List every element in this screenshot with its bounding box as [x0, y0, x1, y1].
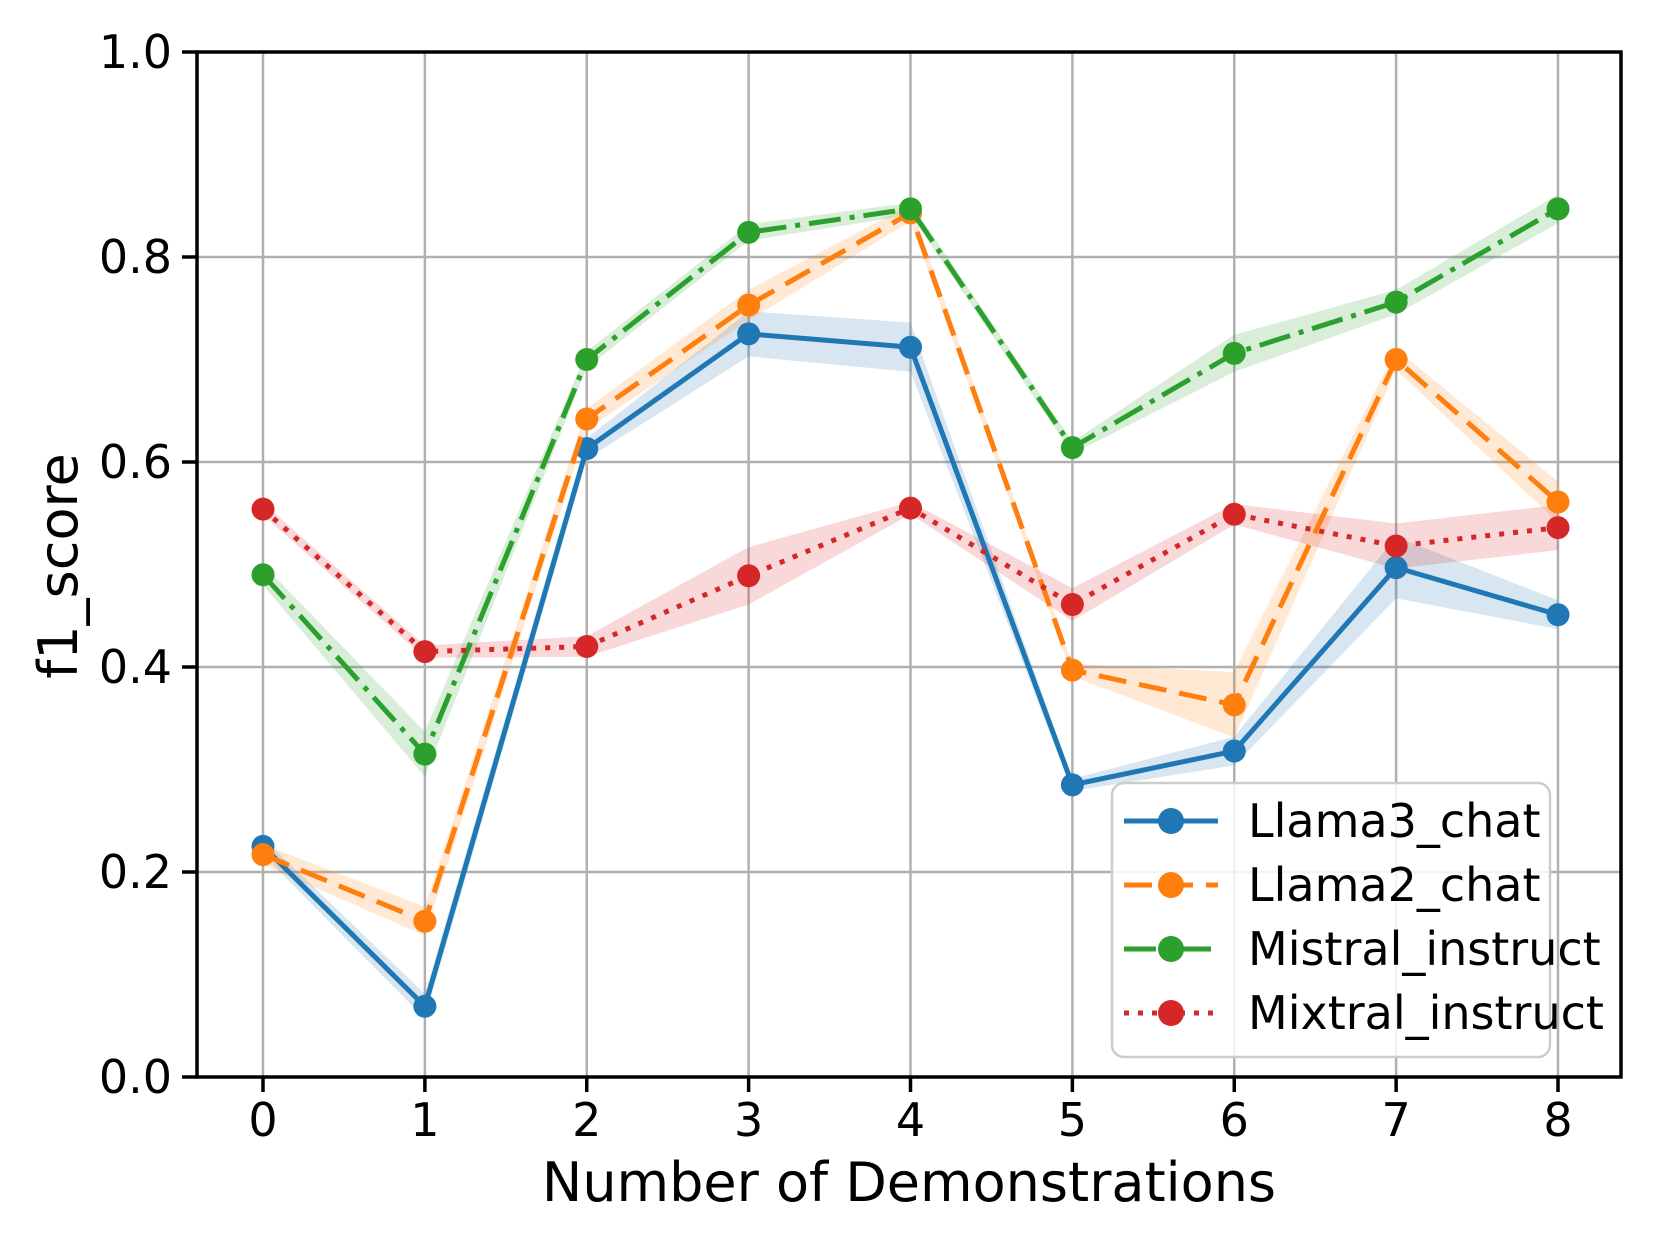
legend-label: Llama3_chat — [1248, 794, 1541, 848]
x-tick-label: 5 — [1058, 1093, 1087, 1147]
x-tick-label: 3 — [734, 1093, 763, 1147]
marker-Llama2_chat-x7 — [1384, 348, 1408, 371]
x-tick-label: 0 — [248, 1093, 277, 1147]
y-tick-label: 0.6 — [99, 435, 172, 489]
marker-Mistral_instruct-x0 — [251, 563, 275, 587]
marker-Mixtral_instruct-x0 — [251, 497, 275, 521]
marker-Llama3_chat-x4 — [899, 335, 922, 359]
legend-marker — [1158, 1000, 1184, 1026]
y-tick-label: 0.2 — [99, 845, 172, 899]
marker-Mixtral_instruct-x5 — [1060, 592, 1084, 616]
line-Mistral_instruct — [261, 206, 1560, 759]
y-tick-label: 1.0 — [99, 25, 172, 79]
legend-entry-Llama3_chat: Llama3_chat — [1124, 794, 1541, 848]
marker-Llama3_chat-x3 — [737, 322, 761, 346]
legend-label: Mistral_instruct — [1248, 922, 1601, 976]
series-Mistral_instruct — [251, 197, 1570, 766]
marker-Mistral_instruct-x4 — [899, 197, 922, 221]
legend-entry-Mixtral_instruct: Mixtral_instruct — [1124, 986, 1604, 1040]
marker-Mistral_instruct-x1 — [413, 742, 437, 766]
x-tick-label: 1 — [410, 1093, 439, 1147]
marker-Llama2_chat-x8 — [1546, 490, 1570, 514]
marker-Mistral_instruct-x2 — [575, 348, 599, 371]
legend-label: Mixtral_instruct — [1248, 986, 1604, 1040]
legend: Llama3_chat Llama2_chat Mistral_instruct Mi… — [1110, 781, 1604, 1059]
marker-Mistral_instruct-x7 — [1384, 290, 1408, 314]
marker-Llama2_chat-x6 — [1222, 693, 1246, 717]
series-Mixtral_instruct — [251, 496, 1570, 664]
legend-entry-Mistral_instruct: Mistral_instruct — [1124, 922, 1601, 976]
marker-Llama2_chat-x2 — [575, 407, 599, 431]
marker-Llama3_chat-x5 — [1060, 773, 1084, 797]
y-tick-label: 0.4 — [99, 640, 172, 694]
x-tick-label: 6 — [1220, 1093, 1249, 1147]
axis-ticks: 0 1 2 3 4 5 6 7 8 0.0 0.2 0.4 0.6 0.8 1.0 — [99, 25, 1573, 1147]
marker-Mistral_instruct-x6 — [1222, 341, 1246, 365]
marker-Llama2_chat-x0 — [251, 843, 275, 867]
y-axis-label: f1_score — [27, 453, 90, 679]
legend-marker — [1158, 872, 1184, 898]
marker-Llama3_chat-x1 — [413, 994, 437, 1018]
x-tick-label: 8 — [1543, 1093, 1572, 1147]
marker-Llama2_chat-x5 — [1060, 658, 1084, 682]
legend-entry-Llama2_chat: Llama2_chat — [1124, 858, 1541, 912]
legend-marker — [1158, 936, 1184, 962]
marker-Llama3_chat-x7 — [1384, 556, 1408, 580]
marker-Mixtral_instruct-x1 — [413, 640, 437, 664]
x-tick-label: 7 — [1381, 1093, 1410, 1147]
error-band-Mistral_instruct — [263, 194, 1558, 777]
y-tick-label: 0.8 — [99, 230, 172, 284]
marker-Llama3_chat-x8 — [1546, 603, 1570, 627]
legend-marker — [1158, 808, 1184, 834]
grid — [197, 50, 1621, 1079]
marker-Mixtral_instruct-x8 — [1546, 516, 1570, 540]
legend-label: Llama2_chat — [1248, 858, 1541, 912]
marker-Llama3_chat-x6 — [1222, 739, 1246, 763]
marker-Mistral_instruct-x3 — [737, 220, 761, 244]
marker-Llama2_chat-x3 — [737, 293, 761, 317]
x-tick-label: 4 — [896, 1093, 925, 1147]
marker-Mixtral_instruct-x6 — [1222, 502, 1246, 526]
marker-Mistral_instruct-x8 — [1546, 197, 1570, 221]
legend-box — [1110, 781, 1552, 1059]
x-axis-label: Number of Demonstrations — [541, 1151, 1277, 1214]
marker-Mixtral_instruct-x3 — [737, 564, 761, 588]
marker-Llama2_chat-x1 — [413, 909, 437, 933]
marker-Mixtral_instruct-x4 — [899, 496, 922, 520]
marker-Mistral_instruct-x5 — [1060, 436, 1084, 460]
marker-Mixtral_instruct-x7 — [1384, 534, 1408, 558]
x-tick-label: 2 — [572, 1093, 601, 1147]
y-tick-label: 0.0 — [99, 1050, 172, 1104]
marker-Mixtral_instruct-x2 — [575, 635, 599, 658]
